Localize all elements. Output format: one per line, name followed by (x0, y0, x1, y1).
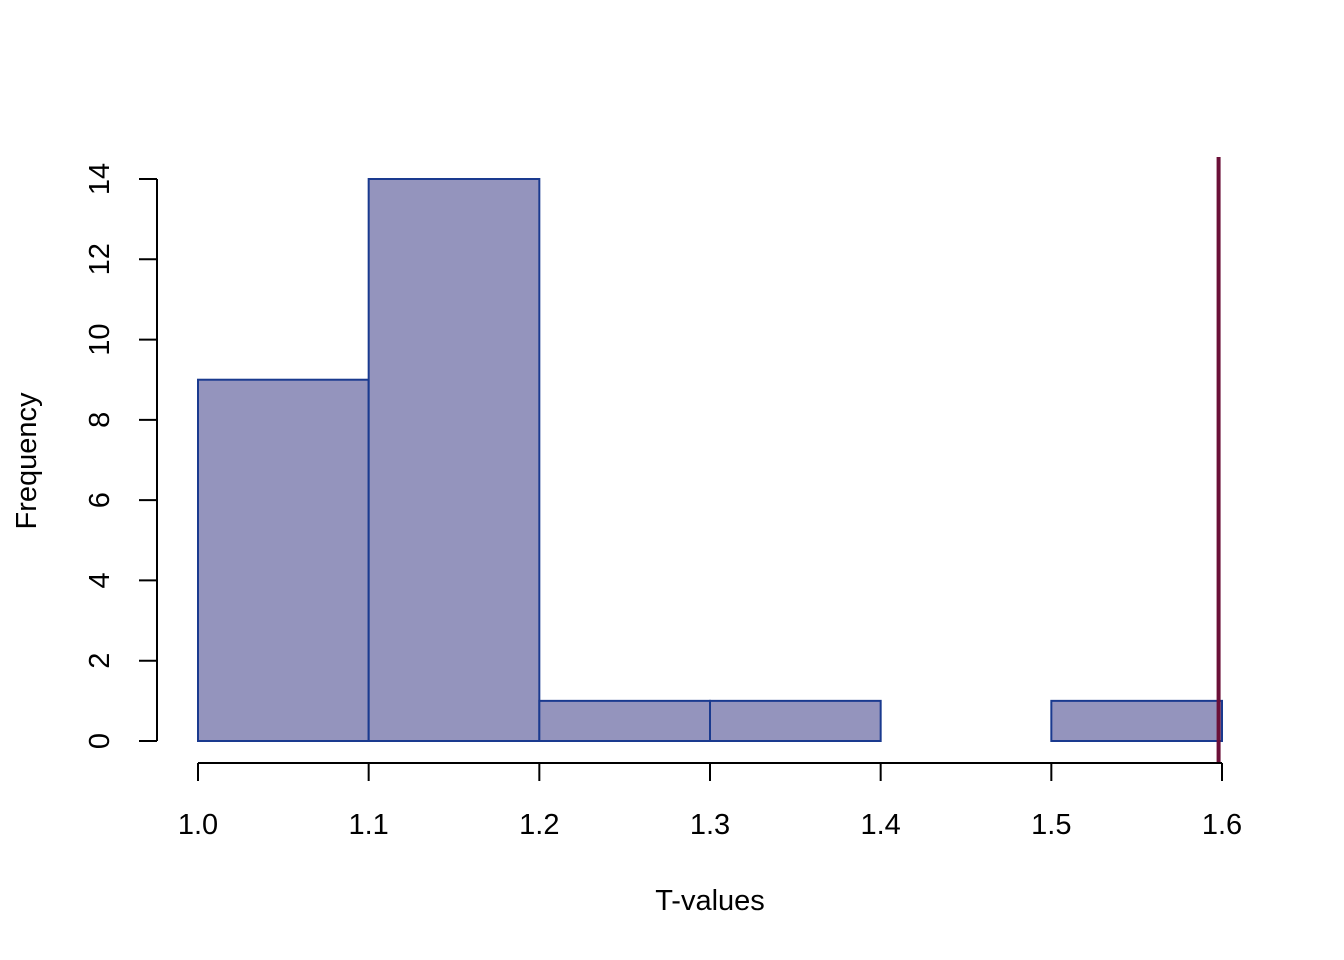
y-axis-title: Frequency (11, 392, 43, 530)
histogram-bars (197, 178, 1224, 742)
histogram-bar-1 (367, 178, 541, 742)
histogram-bar-2 (538, 699, 711, 742)
x-tick-label-5: 1.5 (1031, 809, 1071, 841)
x-tick-label-3: 1.3 (690, 809, 730, 841)
x-tick-label-6: 1.6 (1202, 809, 1242, 841)
y-tick-label-0: 0 (84, 733, 116, 749)
y-tick-label-1: 2 (84, 653, 116, 669)
histogram-bar-0 (197, 378, 370, 742)
y-tick-label-5: 10 (84, 323, 116, 355)
y-tick-label-4: 8 (84, 412, 116, 428)
x-axis: 1.0 1.1 1.2 1.3 1.4 1.5 1.6 (178, 762, 1242, 841)
histogram-bar-3 (709, 699, 882, 742)
histogram-bar-5 (1050, 699, 1224, 742)
y-tick-label-3: 6 (84, 492, 116, 508)
y-tick-label-2: 4 (84, 572, 116, 588)
x-tick-label-0: 1.0 (178, 809, 218, 841)
y-tick-label-6: 12 (84, 243, 116, 275)
x-tick-label-4: 1.4 (861, 809, 901, 841)
y-axis: 0 2 4 6 8 10 12 14 (84, 163, 158, 749)
x-tick-label-1: 1.1 (349, 809, 389, 841)
x-tick-label-2: 1.2 (519, 809, 559, 841)
y-tick-label-7: 14 (84, 163, 116, 195)
x-axis-title: T-values (655, 885, 765, 917)
